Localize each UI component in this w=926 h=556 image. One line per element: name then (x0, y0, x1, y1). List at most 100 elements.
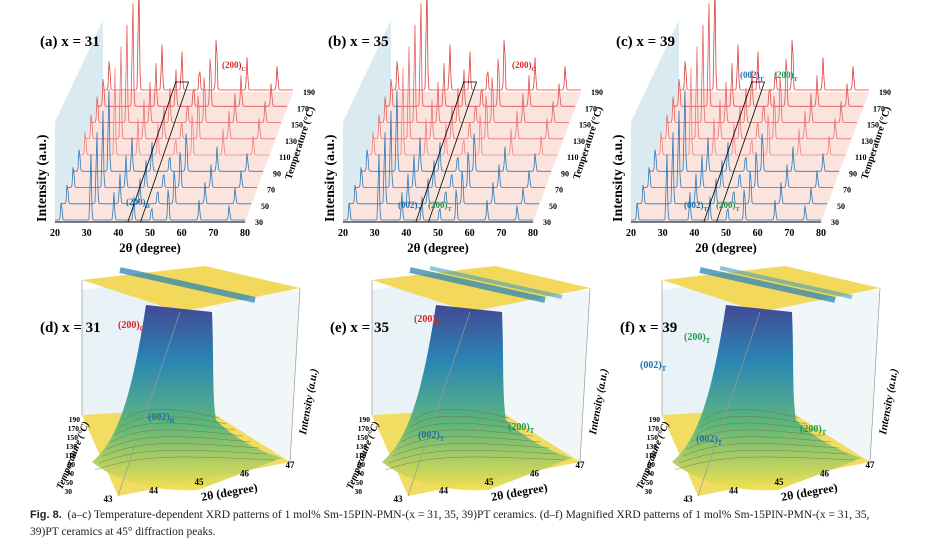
temp-tick-label: 130 (66, 442, 78, 451)
peak-label: (002) (418, 430, 440, 441)
xrd-curve (373, 46, 563, 140)
panel-label: (a) x = 31 (40, 34, 100, 50)
x-tick-label: 43 (684, 494, 694, 504)
x-tick-label: 70 (208, 228, 218, 239)
x-tick-label: 40 (689, 228, 699, 239)
temp-tick-label: 130 (356, 442, 368, 451)
caption: Fig. 8. (a–c) Temperature-dependent XRD … (30, 507, 900, 541)
peak-label: (002) (740, 70, 760, 80)
xrd-curve (379, 24, 569, 123)
peak-label-sub: T (736, 206, 741, 213)
x-label: 2θ (degree) (695, 240, 757, 255)
top-streak (119, 267, 256, 303)
box-edge (697, 311, 761, 497)
x-tick-label: 30 (370, 228, 380, 239)
contour-line (102, 443, 260, 457)
surface (382, 305, 572, 491)
temp-tick-label: 70 (647, 469, 655, 478)
temp-tick-label: 30 (831, 218, 839, 227)
xrd-curve (391, 0, 581, 91)
contour-line (384, 456, 566, 471)
peak-label-sub: T (822, 429, 827, 437)
contour-line (674, 456, 856, 471)
peak-label-sub: C (140, 325, 145, 333)
z-label: Intensity (a.u.) (877, 368, 901, 437)
temp-tick-label: 130 (285, 137, 297, 146)
peak-label-sub: C (242, 66, 247, 73)
floor (343, 92, 581, 222)
temp-tick-label: 110 (645, 451, 656, 460)
temp-tick-label: 70 (843, 186, 851, 195)
box-edge (117, 311, 181, 497)
contour-line (682, 443, 840, 457)
peak-label: (200) (774, 70, 794, 80)
top-streak (699, 267, 836, 303)
temp-tick-label: 110 (355, 451, 366, 460)
x-tick-label: 30 (82, 228, 92, 239)
peak-label-sub: T (760, 76, 765, 83)
caption-text: (a–c) Temperature-dependent XRD patterns… (30, 509, 870, 538)
xrd-curve (79, 67, 269, 156)
contour-line (94, 456, 276, 471)
temp-tick-label: 130 (646, 442, 658, 451)
contour-line (698, 415, 808, 429)
x-tick-label: 50 (721, 228, 731, 239)
temp-tick-label: 50 (261, 202, 269, 211)
temp-tick-label: 190 (69, 415, 81, 424)
x-tick-label: 45 (775, 477, 785, 487)
xrd-panel: 20 30 40 50 60 70 8030507090110130150170190Tem… (323, 0, 605, 255)
contour-line (404, 422, 526, 436)
x-tick-label: 30 (658, 228, 668, 239)
x-tick-label: 70 (496, 228, 506, 239)
peak-label-sub: T (448, 206, 453, 213)
contour-line (686, 436, 832, 450)
temp-tick-label: 90 (561, 169, 569, 178)
peak-label: (200) (222, 60, 242, 70)
temp-tick-label: 70 (555, 186, 563, 195)
x-tick-label: 50 (145, 228, 155, 239)
temp-tick-label: 30 (255, 218, 263, 227)
contour-line (396, 436, 542, 450)
peak-label-sub: R (146, 203, 151, 210)
temp-tick-label: 70 (357, 469, 365, 478)
contour-line (114, 422, 236, 436)
x-tick-label: 45 (195, 477, 205, 487)
temp-tick-label: 30 (65, 487, 73, 496)
caption-label: Fig. 8. (30, 509, 62, 521)
contour-line (690, 429, 824, 443)
xrd-curve (679, 0, 869, 91)
panel-label: (c) x = 39 (616, 34, 675, 50)
temp-tick-label: 70 (67, 469, 75, 478)
peak-label: (002) (640, 360, 662, 371)
xrd-curve (343, 153, 533, 221)
back-wall (631, 20, 679, 222)
x-tick-label: 47 (286, 460, 296, 470)
surface-panel: 434445464730507090110130150170190Tempera… (620, 266, 901, 504)
xrd-curve (61, 132, 251, 205)
peak-label-sub: C (436, 319, 441, 327)
x-tick-label: 43 (394, 494, 404, 504)
temp-tick-label: 130 (573, 137, 585, 146)
x-tick-label: 40 (113, 228, 123, 239)
peak-label: (200) (508, 422, 530, 433)
xrd-curve (631, 153, 821, 221)
temp-tick-label: 150 (867, 121, 879, 130)
xrd-curve (67, 110, 257, 188)
temp-tick-label: 190 (879, 88, 891, 97)
x-label: 2θ (degree) (407, 240, 469, 255)
contour-line (110, 429, 244, 443)
temp-tick-label: 50 (66, 478, 74, 487)
x-tick-label: 46 (820, 469, 830, 479)
x-tick-label: 60 (753, 228, 763, 239)
peak-label: (200) (684, 332, 706, 343)
xrd-panel: 20 30 40 50 60 70 8030507090110130150170190Tem… (35, 0, 317, 255)
peak-label-sub: T (706, 337, 711, 345)
xrd-curve (96, 3, 287, 107)
temp-tick-label: 110 (279, 153, 291, 162)
x-tick-label: 47 (866, 460, 876, 470)
contour-line (122, 409, 220, 422)
peak-label-sub: T (440, 435, 445, 443)
xrd-curve (672, 3, 863, 107)
x-tick-label: 50 (433, 228, 443, 239)
